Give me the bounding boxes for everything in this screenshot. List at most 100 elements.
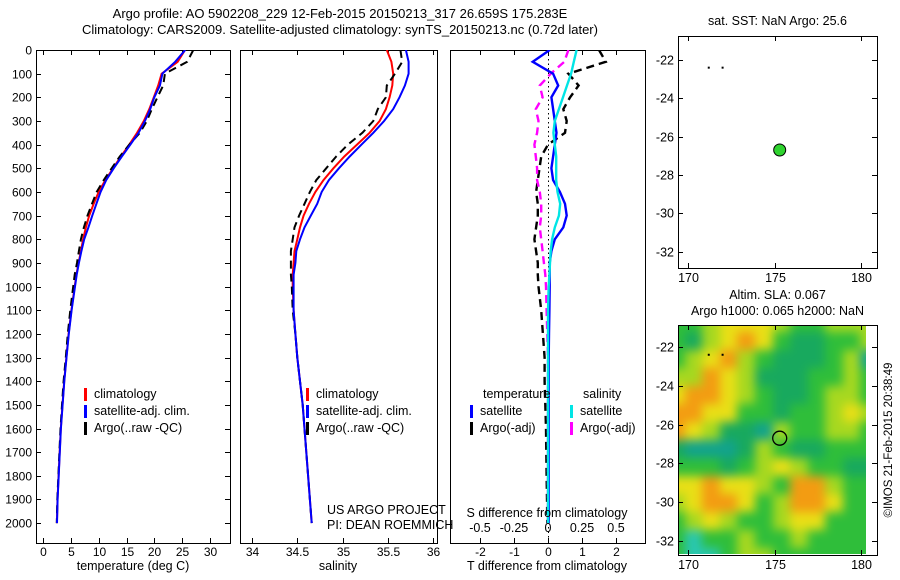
sla-cell (754, 494, 773, 512)
sla-cell (842, 422, 861, 440)
sla-cell (772, 332, 791, 350)
legend-item: Argo(..raw -QC) (84, 420, 190, 437)
sla-cell (772, 458, 791, 476)
sla-cell (719, 440, 738, 458)
sla-cell (790, 386, 808, 404)
project-line2: PI: DEAN ROEMMICH (327, 518, 454, 532)
sla-cell (719, 332, 738, 350)
legend-label: Argo(..raw -QC) (94, 421, 183, 435)
tick-label: 2 (613, 545, 620, 559)
argo-raw-swatch (306, 422, 309, 435)
sla-cell (860, 458, 866, 476)
sla-cell (825, 422, 843, 440)
sla-cell (684, 350, 703, 368)
tick-label: -30 (656, 496, 674, 510)
sla-cell (737, 440, 755, 458)
sla-cell (737, 512, 755, 530)
sla-cell (807, 332, 826, 350)
sla-cell (719, 530, 738, 548)
sst_map-axes: 170 175 180 -22 -24 -26 -28 -30 -32 (656, 36, 878, 285)
tick-label: 175 (765, 558, 786, 572)
sla-cell (684, 530, 703, 548)
tick-label: 180 (851, 558, 872, 572)
sla-cell (737, 530, 755, 548)
sla-cell (842, 332, 861, 350)
temperature_profile-climatology-curve (55, 50, 186, 524)
salinity_profile-climatology-curve (291, 50, 395, 524)
imos-watermark: ©IMOS 21-Feb-2015 20:38:49 (883, 362, 895, 518)
sla-cell (790, 512, 808, 530)
sla-cell (754, 512, 773, 530)
sla-cell (842, 512, 861, 530)
salinity_profile-satellite-adj-clim--curve (292, 50, 410, 524)
legend-item: satellite-adj. clim. (306, 403, 412, 420)
sla-cell (860, 476, 866, 494)
sla-cell (825, 494, 843, 512)
sla-cell (842, 548, 861, 554)
tick-label: -26 (656, 419, 674, 433)
sla-cell (860, 386, 866, 404)
sla-cell (684, 368, 703, 386)
sla-cell (737, 368, 755, 386)
sla-cell (719, 476, 738, 494)
tick-label: 175 (765, 271, 786, 285)
t-argo-swatch (470, 422, 473, 435)
sla-title-line2: Argo h1000: 0.065 h2000: NaN (690, 304, 865, 318)
sla-cell (772, 404, 791, 422)
difference_profile-axes: -2 -1 0 1 2 (450, 50, 646, 559)
legend-label: satellite-adj. clim. (316, 404, 412, 418)
tick-label: -32 (656, 535, 674, 549)
legend-label: satellite-adj. clim. (94, 404, 190, 418)
sla-cell (842, 386, 861, 404)
sla-cell (860, 332, 866, 350)
tick-label: -30 (656, 207, 674, 221)
salinity-legend: climatology satellite-adj. clim. Argo(..… (306, 386, 412, 437)
t-satellite-swatch (470, 405, 473, 418)
sla-cell (684, 476, 703, 494)
tick-label: 0 (25, 44, 32, 58)
tick-label: 34.5 (286, 545, 310, 559)
legend-group-header: salinity (583, 387, 622, 401)
tick-label: 170 (678, 558, 699, 572)
sla-cell (702, 350, 720, 368)
sla-cell (825, 458, 843, 476)
sla-cell (737, 548, 755, 554)
sla-cell (807, 386, 826, 404)
sla-cell (807, 404, 826, 422)
sla-cell (754, 422, 773, 440)
sla-cell (842, 350, 861, 368)
sla-cell (790, 476, 808, 494)
tick-label: 500 (12, 162, 32, 176)
temperature_profile-axes: 0 5 10 15 20 25 300100200300400500600700800900… (5, 44, 231, 559)
tick-label: 35.5 (377, 545, 401, 559)
sdiff-tick-label: 0.5 (607, 521, 625, 535)
sla-cell (702, 422, 720, 440)
sla-cell (842, 494, 861, 512)
sla-cell (772, 350, 791, 368)
legend-item: satellite (470, 403, 550, 420)
tick-label: -24 (656, 380, 674, 394)
tick-label: -22 (656, 54, 674, 68)
sla-cell (772, 548, 791, 554)
sla-cell (754, 332, 773, 350)
sla-cell (737, 476, 755, 494)
sla-cell (772, 386, 791, 404)
sla-cell (842, 530, 861, 548)
tick-label: 200 (12, 91, 32, 105)
tick-label: 30 (204, 545, 218, 559)
sla-cell (860, 530, 866, 548)
sla-cell (719, 422, 738, 440)
legend-item: Argo(-adj) (470, 420, 550, 437)
tick-label: 300 (12, 115, 32, 129)
legend-label: climatology (94, 387, 157, 401)
sla-cell (790, 494, 808, 512)
sst-map-title: sat. SST: NaN Argo: 25.6 (708, 14, 847, 28)
tick-label: 0 (40, 545, 47, 559)
satellite-adj-swatch (306, 405, 309, 418)
tick-label: 1600 (5, 423, 32, 437)
sla-cell (790, 404, 808, 422)
sla-cell (807, 368, 826, 386)
sla-cell (684, 440, 703, 458)
sla-cell (790, 440, 808, 458)
difference_profile-temperature-argo-adj--curve (533, 50, 608, 524)
